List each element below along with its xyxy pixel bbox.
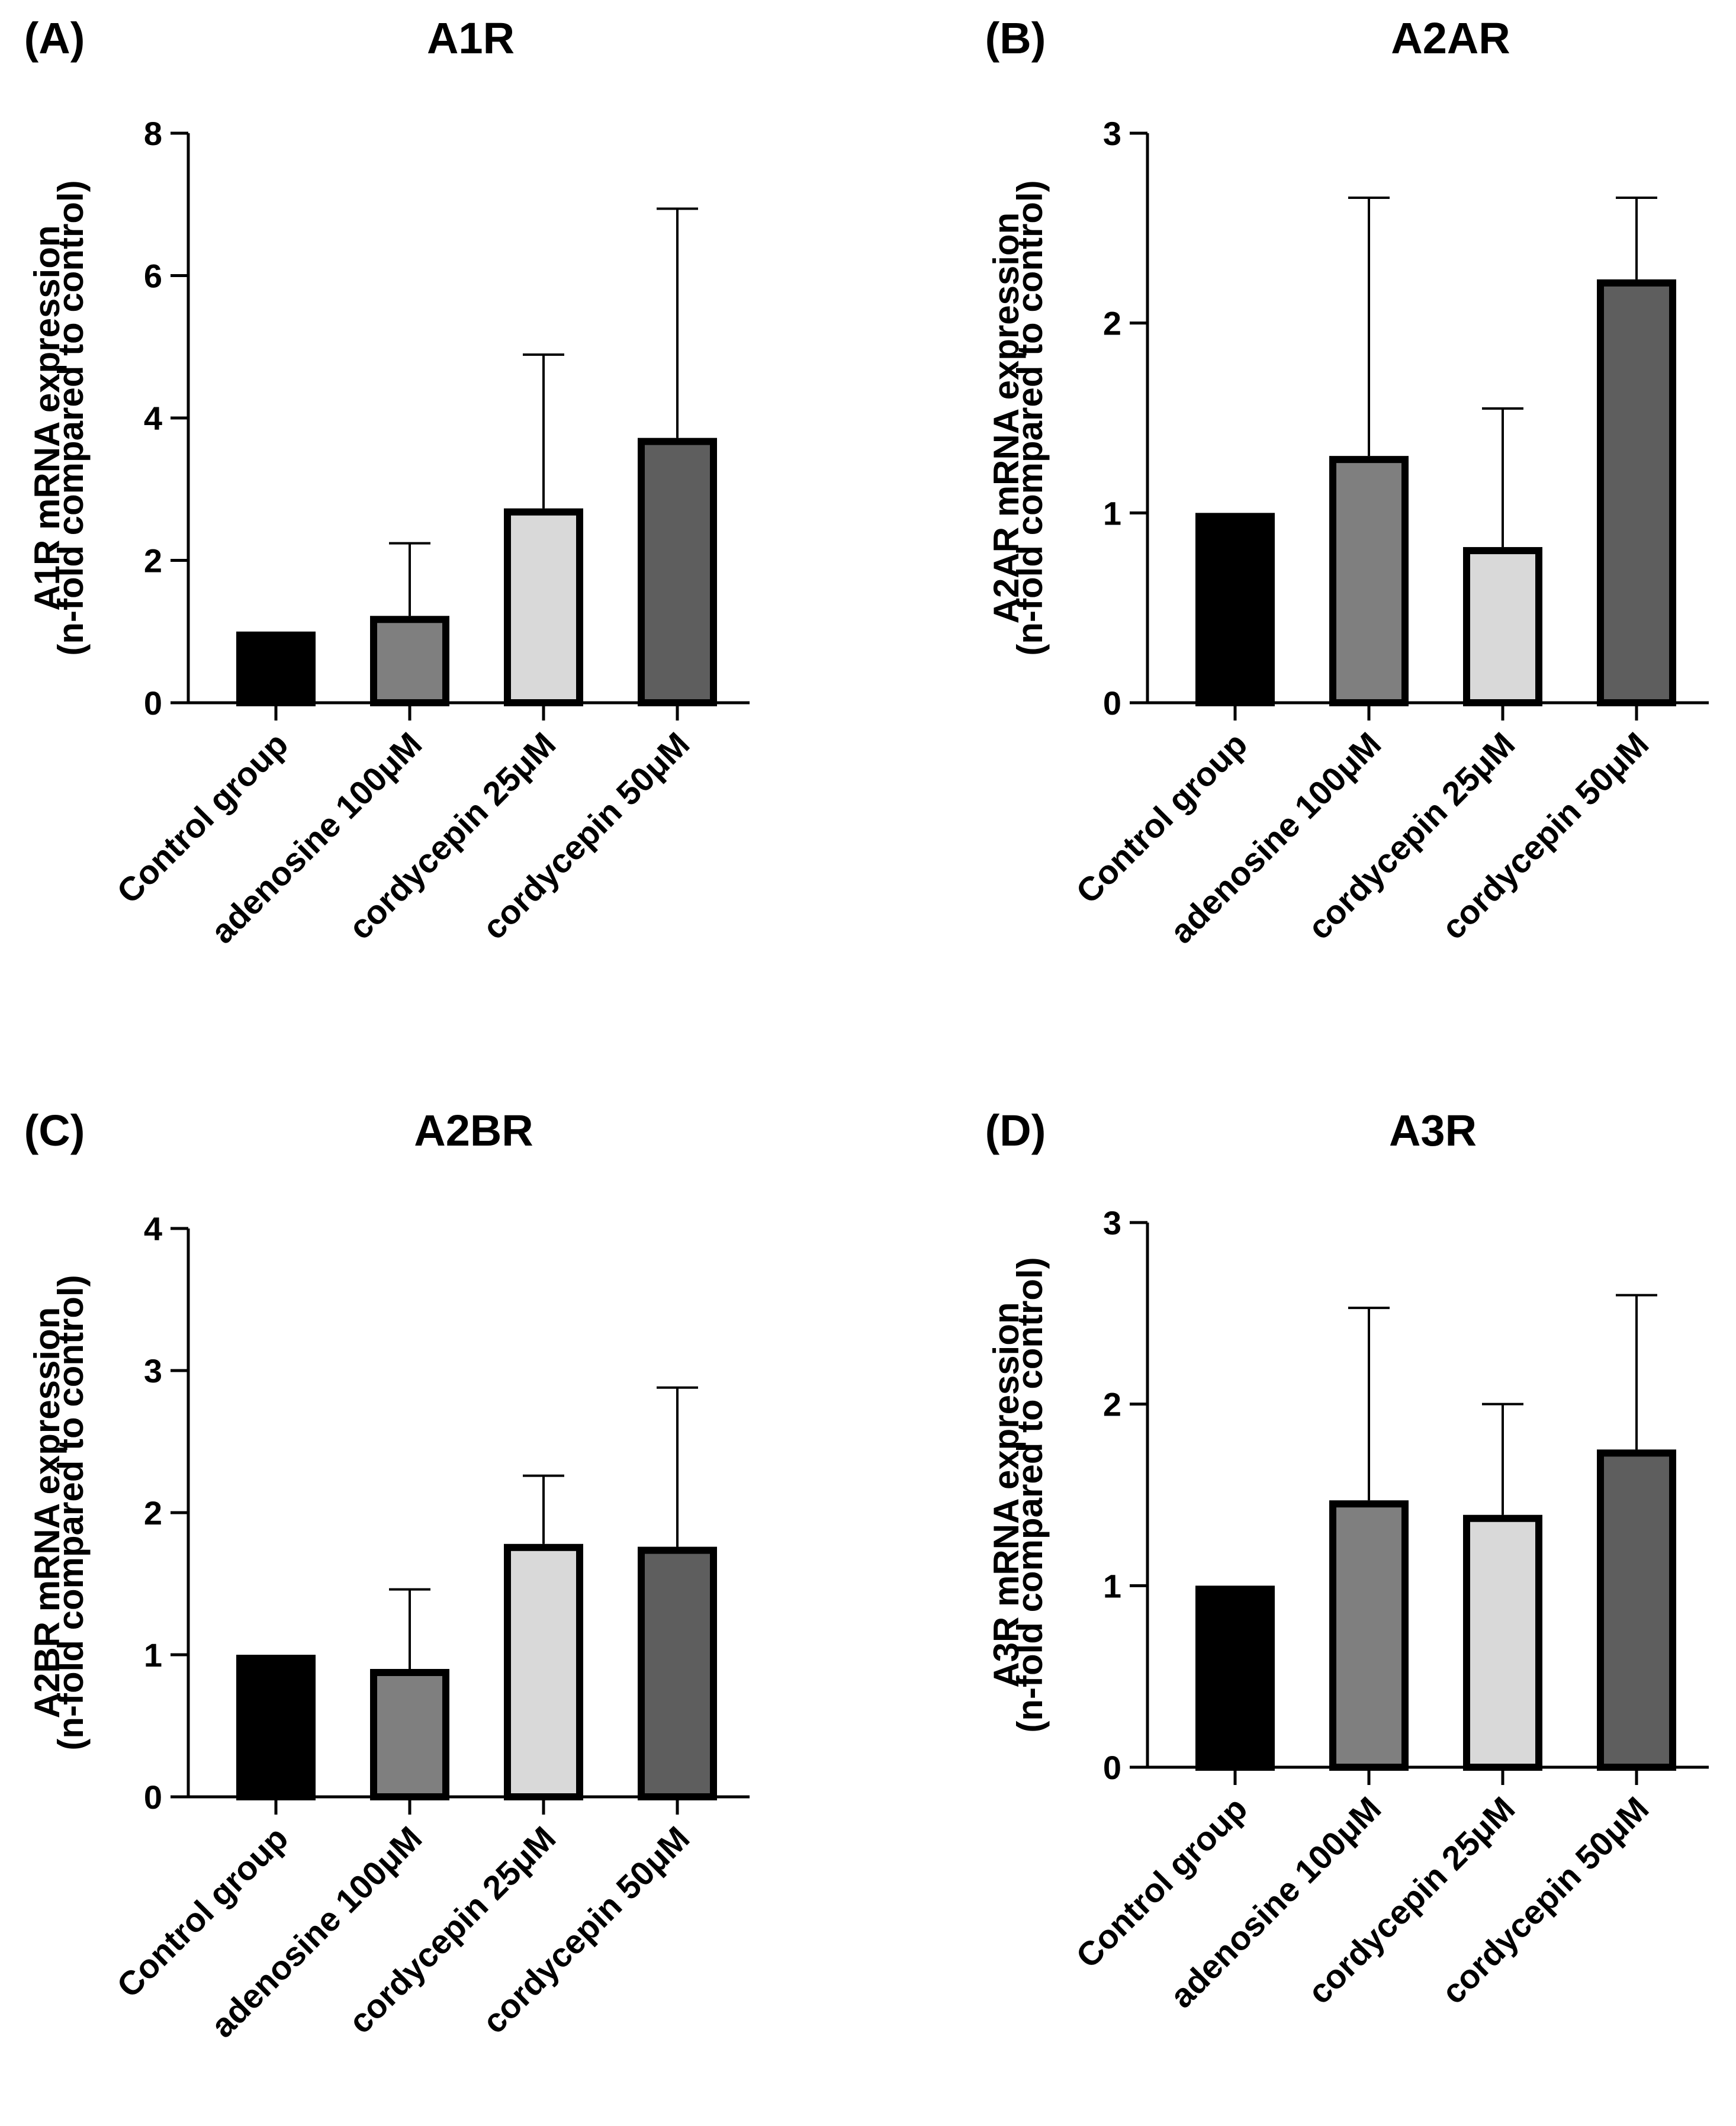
y-axis-label: A1R mRNA expression	[27, 225, 67, 610]
panel-label: (C)	[24, 1106, 85, 1155]
bar-1	[370, 616, 449, 707]
y-tick-label: 3	[144, 1352, 162, 1390]
bar-1	[1329, 1500, 1409, 1771]
bar-0	[236, 631, 316, 706]
y-tick-label: 0	[1103, 684, 1121, 722]
bar-0	[236, 1655, 316, 1800]
y-tick-label: 1	[1103, 494, 1121, 532]
y-tick-label: 3	[1103, 115, 1121, 152]
y-tick-label: 4	[144, 400, 162, 437]
panel-label: (A)	[24, 14, 85, 63]
y-tick-label: 2	[144, 542, 162, 580]
bar-3	[1597, 1449, 1676, 1771]
bar-3	[1597, 279, 1676, 706]
panel-label: (B)	[985, 14, 1046, 63]
bar-3	[638, 438, 717, 706]
chart-title: A2BR	[414, 1106, 533, 1155]
y-tick-label: 6	[144, 258, 162, 295]
bar-1	[370, 1669, 449, 1800]
y-tick-label: 3	[1103, 1204, 1121, 1241]
chart-title: A1R	[427, 14, 515, 63]
chart-panel-a2ar: (B) A2AR A2AR mRNA expression(n-fold compa…	[985, 14, 1709, 951]
chart-panel-a2br: (C) A2BR A2BR mRNA expression(n-fold compa…	[24, 1106, 750, 2045]
chart-title: A2AR	[1391, 14, 1510, 63]
chart-title: A3R	[1389, 1106, 1477, 1155]
y-tick-label: 0	[1103, 1749, 1121, 1786]
y-tick-label: 2	[144, 1494, 162, 1532]
y-tick-label: 1	[1103, 1567, 1121, 1604]
bar-0	[1195, 1585, 1275, 1771]
y-tick-label: 2	[1103, 1386, 1121, 1423]
y-tick-label: 1	[144, 1636, 162, 1674]
y-axis-label: A2AR mRNA expression	[986, 213, 1026, 624]
y-tick-label: 0	[144, 684, 162, 722]
bar-2	[1463, 547, 1542, 706]
bar-2	[504, 1543, 583, 1801]
y-axis-label: (n-fold compared to control)	[51, 180, 91, 655]
y-tick-label: 2	[1103, 305, 1121, 342]
chart-panel-a1r: (A) A1R A1R mRNA expression(n-fold compare…	[24, 14, 750, 951]
y-axis-label: (n-fold compared to control)	[51, 1275, 91, 1750]
y-tick-label: 4	[144, 1210, 162, 1247]
bar-2	[1463, 1514, 1542, 1771]
chart-panel-a3r: (D) A3R A3R mRNA expression(n-fold compare…	[985, 1106, 1709, 2015]
y-axis-label: A2BR mRNA expression	[27, 1307, 67, 1719]
y-tick-label: 0	[144, 1778, 162, 1816]
bar-3	[638, 1546, 717, 1801]
y-axis-label: (n-fold compared to control)	[1010, 1257, 1050, 1732]
y-tick-label: 8	[144, 115, 162, 152]
y-axis-label: A3R mRNA expression	[986, 1302, 1026, 1687]
y-axis-label: (n-fold compared to control)	[1010, 180, 1050, 655]
bar-1	[1329, 456, 1409, 707]
bar-0	[1195, 513, 1275, 706]
panel-label: (D)	[985, 1106, 1046, 1155]
bar-2	[504, 508, 583, 707]
